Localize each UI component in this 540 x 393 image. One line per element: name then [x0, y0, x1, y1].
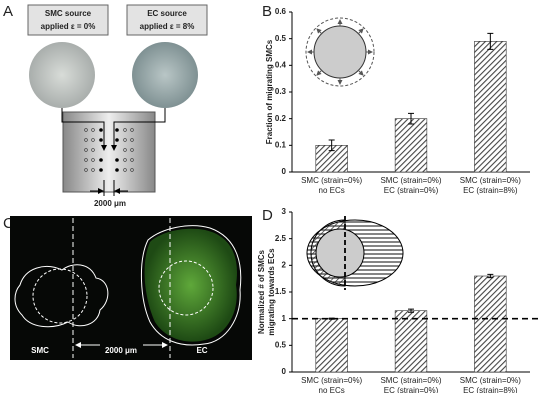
source-box [27, 4, 109, 36]
inset-d [306, 216, 404, 290]
x-tick-label: SMC (strain=0%) [460, 376, 521, 385]
scale-label: 2000 μm [105, 346, 137, 355]
x-tick-label: SMC (strain=0%) [380, 176, 441, 185]
bar [474, 275, 507, 373]
x-tick-label: SMC (strain=0%) [301, 176, 362, 185]
x-tick-label: no ECs [319, 186, 345, 195]
x-tick-label: no ECs [319, 386, 345, 393]
bar [394, 118, 428, 173]
y-tick-label: 2 [282, 260, 287, 269]
x-tick-label: SMC (strain=0%) [301, 376, 362, 385]
smc-circle [32, 268, 88, 324]
y-axis-label: Normalized # of SMCs [257, 249, 266, 334]
y-tick-label: 0.4 [275, 60, 287, 69]
arrow [61, 108, 107, 151]
y-tick-label: 0.5 [275, 340, 287, 349]
y-tick-label: 0 [282, 367, 287, 376]
x-tick-label: SMC (strain=0%) [380, 376, 441, 385]
scale-label: 2000 μm [94, 199, 126, 208]
well [62, 111, 156, 193]
y-tick-label: 0.2 [275, 114, 287, 123]
y-tick-label: 0.1 [275, 140, 287, 149]
x-tick-label: SMC (strain=0%) [460, 176, 521, 185]
y-axis-label: Fraction of migrating SMCs [265, 39, 274, 144]
smc-image [29, 42, 95, 108]
panel-label: D [262, 207, 273, 224]
x-tick-label: EC (strain=8%) [463, 186, 518, 195]
panel-label: C [3, 215, 14, 232]
y-tick-label: 1.5 [275, 287, 287, 296]
arrow [111, 108, 166, 151]
source-box [126, 4, 208, 36]
bar [315, 318, 348, 373]
smc-label: SMC [31, 346, 49, 355]
panel-label: A [3, 3, 13, 20]
inset-b [305, 17, 375, 87]
error-bar [487, 32, 494, 50]
y-tick-label: 0.6 [275, 7, 287, 16]
ec-label: EC [196, 346, 207, 355]
dot-grid [84, 128, 134, 172]
x-tick-label: EC (strain=0%) [384, 386, 439, 393]
bar [394, 310, 428, 373]
y-tick-label: 0.5 [275, 34, 287, 43]
box-text: EC source [147, 9, 187, 18]
ec-circle [158, 260, 214, 316]
ec-outline [141, 225, 242, 346]
error-bar [487, 273, 494, 279]
box-text: applied ε = 8% [140, 22, 195, 31]
ec-image [132, 42, 198, 108]
inset-circle [315, 228, 365, 278]
y-tick-label: 1 [282, 314, 287, 323]
error-bar [408, 112, 414, 125]
y-tick-label: 0.3 [275, 87, 287, 96]
error-bar [328, 139, 335, 152]
y-tick-label: 0 [282, 167, 287, 176]
y-tick-label: 2.5 [275, 234, 287, 243]
ec-region [144, 228, 237, 342]
x-tick-label: EC (strain=8%) [463, 386, 518, 393]
y-tick-label: 3 [282, 207, 287, 216]
x-tick-label: EC (strain=0%) [384, 186, 439, 195]
box-text: applied ε = 0% [41, 22, 96, 31]
y-axis-label: migrating towards ECs [267, 248, 276, 336]
panel-label: B [262, 3, 272, 20]
error-bar [408, 308, 414, 313]
smc-outline [14, 264, 109, 328]
bar [474, 41, 507, 173]
box-text: SMC source [45, 9, 92, 18]
